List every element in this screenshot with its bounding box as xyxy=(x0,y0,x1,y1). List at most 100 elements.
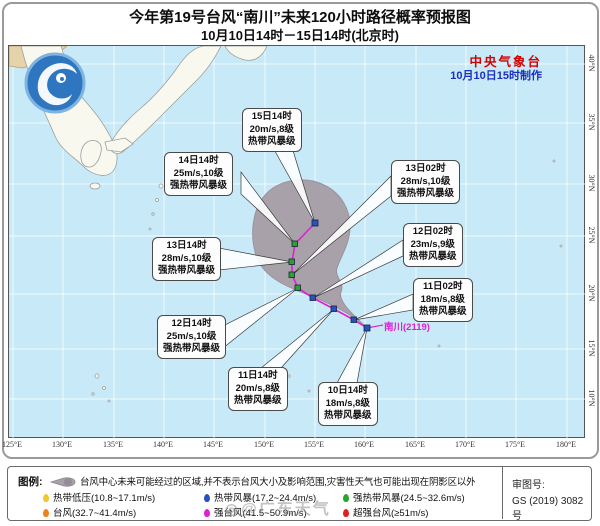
lon-tick: 140°E xyxy=(152,440,174,449)
forecast-time: 13日02时 xyxy=(405,163,446,174)
leader-11-14 xyxy=(260,308,335,369)
legend-label: 强台风(41.5~50.9m/s) xyxy=(214,508,307,519)
forecast-wind: 25m/s,10级 xyxy=(173,167,224,179)
forecast-time: 10日14时 xyxy=(327,385,368,396)
land-honshu xyxy=(108,46,222,154)
forecast-level: 强热带风暴级 xyxy=(170,180,228,192)
forecast-level: 热带风暴级 xyxy=(419,306,467,318)
cone-legend-icon xyxy=(50,477,76,487)
track-point-11-02 xyxy=(350,316,357,323)
map-canvas xyxy=(9,46,586,439)
legend-item-td: 热带低压(10.8~17.1m/s) xyxy=(43,490,155,504)
lon-tick: 155°E xyxy=(303,440,325,449)
land-jeju xyxy=(89,182,101,190)
storm-name-label: 南川(2119) xyxy=(384,322,430,333)
lat-tick: 20°N xyxy=(587,284,596,302)
forecast-map: 中央气象台 10月10日15时制作 15日14时 20m/s,8级 热带风暴级 … xyxy=(8,45,586,439)
forecast-wind: 18m/s,8级 xyxy=(325,397,370,409)
legend-label: 台风(32.7~41.4m/s) xyxy=(53,508,137,519)
island-dot xyxy=(155,198,159,202)
lat-tick: 40°N xyxy=(587,54,596,72)
land-shikoku xyxy=(104,137,134,153)
land-kyushu xyxy=(80,140,102,168)
legend-marker-td xyxy=(43,494,49,502)
legend: 图例: 台风中心未来可能经过的区域,并不表示台风大小及影响范围,灾害性天气也可能… xyxy=(7,466,592,522)
island-dot xyxy=(107,399,111,403)
lat-tick: 25°N xyxy=(587,226,596,244)
legend-marker-ty xyxy=(43,509,49,517)
legend-item-super-ty: 超强台风(≥51m/s) xyxy=(343,505,428,519)
legend-label: 热带低压(10.8~17.1m/s) xyxy=(53,493,156,504)
review-number-caption: 审图号: xyxy=(512,480,545,491)
lat-tick: 35°N xyxy=(587,113,596,131)
lat-tick: 15°N xyxy=(587,339,596,357)
forecast-level: 强热带风暴级 xyxy=(397,188,455,200)
track-point-13-14 xyxy=(288,258,295,265)
forecast-time: 11日02时 xyxy=(422,281,463,292)
island-dot xyxy=(437,344,441,348)
forecast-label-13-02: 13日02时 28m/s,10级 强热带风暴级 xyxy=(391,160,461,204)
forecast-wind: 23m/s,9级 xyxy=(410,238,455,250)
cma-logo xyxy=(24,52,86,114)
forecast-wind: 28m/s,10级 xyxy=(161,252,212,264)
forecast-label-10-14: 10日14时 18m/s,8级 热带风暴级 xyxy=(318,382,378,426)
island-dot xyxy=(91,392,95,396)
page-title: 今年第19号台风“南川”未来120小时路径概率预报图 xyxy=(129,9,471,26)
forecast-label-13-14: 13日14时 28m/s,10级 强热带风暴级 xyxy=(152,237,222,281)
forecast-time: 11日14时 xyxy=(237,370,278,381)
lon-tick: 130°E xyxy=(51,440,73,449)
forecast-label-15-14: 15日14时 20m/s,8级 热带风暴级 xyxy=(242,108,302,152)
label-leader-wedges xyxy=(218,143,414,384)
island-dot xyxy=(287,374,291,378)
island-dot xyxy=(552,159,556,163)
forecast-wind: 28m/s,10级 xyxy=(400,175,451,187)
weibo-icon: ◎ xyxy=(225,501,239,518)
legend-marker-sts xyxy=(343,494,349,502)
island-dot xyxy=(158,183,164,189)
lat-tick: 30°N xyxy=(587,174,596,192)
watermark: ◎ @广东天气 xyxy=(225,495,331,519)
track-point-12-02 xyxy=(309,294,316,301)
lon-tick: 145°E xyxy=(202,440,224,449)
track-point-11-14 xyxy=(330,305,337,312)
track-point-10-14 xyxy=(363,324,371,332)
forecast-time: 12日02时 xyxy=(412,226,453,237)
forecast-wind: 25m/s,10级 xyxy=(166,330,217,342)
leader-12-14 xyxy=(222,287,299,349)
review-number-value: GS (2019) 3082号 xyxy=(512,496,584,522)
forecast-level: 强热带风暴级 xyxy=(163,343,221,355)
legend-marker-super-ty xyxy=(343,509,349,517)
lon-tick: 135°E xyxy=(102,440,124,449)
forecast-time: 12日14时 xyxy=(171,318,212,329)
island-dot xyxy=(559,244,563,248)
island-dot xyxy=(151,212,155,216)
lon-tick: 125°E xyxy=(1,440,23,449)
forecast-level: 强热带风暴级 xyxy=(158,265,216,277)
forecast-label-12-14: 12日14时 25m/s,10级 强热带风暴级 xyxy=(157,315,227,359)
lon-tick: 180°E xyxy=(555,440,577,449)
legend-item-ty: 台风(32.7~41.4m/s) xyxy=(43,505,136,519)
page-subtitle: 10月10日14时－15日14时(北京时) xyxy=(201,28,399,43)
forecast-time: 13日14时 xyxy=(166,240,207,251)
forecast-wind: 18m/s,8级 xyxy=(420,293,465,305)
island-dot xyxy=(148,227,152,231)
legend-item-sts: 强热带风暴(24.5~32.6m/s) xyxy=(343,490,465,504)
island-dot xyxy=(94,373,100,379)
issued-time: 10月10日15时制作 xyxy=(450,70,542,82)
watermark-text: @广东天气 xyxy=(241,501,331,518)
legend-caption: 图例: xyxy=(18,476,43,488)
legend-item-sty: 强台风(41.5~50.9m/s) xyxy=(204,505,307,519)
forecast-label-12-02: 12日02时 23m/s,9级 热带风暴级 xyxy=(403,223,463,267)
forecast-level: 热带风暴级 xyxy=(248,136,296,148)
lon-tick: 175°E xyxy=(504,440,526,449)
legend-marker-sty xyxy=(204,509,210,517)
forecast-time: 14日14时 xyxy=(178,155,219,166)
track-point-12-14 xyxy=(294,284,301,291)
lon-tick: 165°E xyxy=(404,440,426,449)
forecast-level: 热带风暴级 xyxy=(324,410,372,422)
island-dot xyxy=(307,389,311,393)
forecast-label-14-14: 14日14时 25m/s,10级 强热带风暴级 xyxy=(164,152,234,196)
legend-label: 热带风暴(17.2~24.4m/s) xyxy=(214,493,317,504)
forecast-wind: 20m/s,8级 xyxy=(235,382,280,394)
